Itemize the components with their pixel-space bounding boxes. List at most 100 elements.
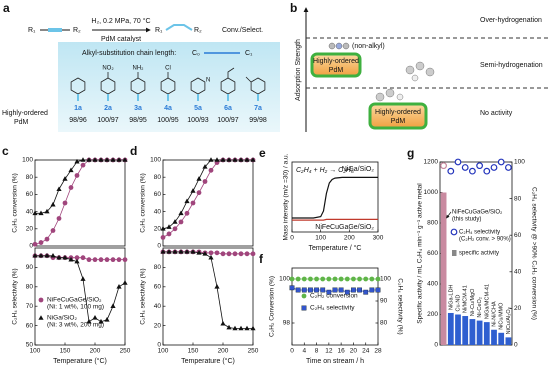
category-label: NiCu/MMO	[499, 302, 505, 330]
series-label: NiGa/SiO₂	[342, 166, 375, 173]
marker	[190, 249, 196, 254]
marker	[357, 287, 362, 293]
chain-c0: C₀	[192, 50, 200, 57]
marker	[244, 157, 250, 162]
x-label: Time on stream / h	[306, 358, 364, 365]
series-line	[292, 218, 378, 221]
plot-frame	[34, 159, 126, 247]
y-tick-label: 0	[157, 243, 161, 250]
marker	[32, 210, 38, 216]
marker	[196, 250, 202, 255]
x-label: Temperature / °C	[309, 244, 362, 252]
y2-label: C₂H₄ selectivity @ >90% C₂H₂ conversion …	[530, 187, 537, 320]
marker	[332, 276, 338, 282]
compound-id: 4a	[164, 105, 172, 112]
marker	[250, 325, 256, 331]
row-label: PdM	[14, 119, 29, 126]
legend-label: NiGa/SiO₂	[47, 315, 77, 322]
ring-atom: N	[206, 78, 210, 84]
marker	[351, 276, 356, 282]
y-tick-label: 0	[29, 243, 33, 250]
marker	[220, 320, 226, 326]
compound-result: 100/97	[97, 117, 119, 124]
compound-result: 100/93	[187, 117, 209, 124]
product-r1: R₁	[155, 27, 163, 34]
y-tick-label: 40	[26, 208, 34, 215]
marker	[110, 157, 116, 162]
x-tick-label: 100	[315, 235, 326, 242]
catalyst-block	[310, 52, 362, 78]
x-tick-label: 250	[120, 348, 131, 355]
marker	[202, 164, 208, 169]
marker	[214, 250, 220, 256]
marker	[232, 157, 238, 162]
panel-label: g	[407, 146, 414, 160]
marker	[250, 251, 256, 257]
y-label: C₂H₂ conversion (%)	[140, 173, 147, 233]
marker	[166, 224, 172, 229]
y-label: Adsorption Strength	[295, 39, 302, 101]
marker	[104, 316, 110, 322]
marker	[172, 219, 178, 224]
series-line	[163, 251, 253, 329]
bar	[447, 312, 454, 345]
marker	[98, 318, 104, 324]
x-tick-label: 16	[338, 348, 346, 355]
y-label: C₂H₂ conversion (%)	[12, 173, 19, 233]
marker	[38, 252, 44, 258]
x-tick-label: 0	[290, 348, 294, 355]
category-label: Ni-CeO₂	[477, 297, 483, 317]
marker	[497, 158, 505, 166]
marker	[308, 276, 313, 282]
annotation: NiFeCuGaGe/SiO₂	[452, 210, 503, 216]
series-line	[35, 255, 126, 323]
y2-tick-label: 80	[514, 195, 522, 202]
catalyst-label: Highly-ordered	[313, 58, 359, 65]
bar	[440, 192, 447, 345]
region: Over-hydrogenation	[480, 17, 542, 24]
marker	[326, 289, 332, 295]
reactant-r2: R₂	[73, 27, 81, 34]
marker	[301, 276, 307, 282]
marker	[301, 293, 307, 299]
marker	[351, 287, 356, 293]
y-tick-label: 80	[26, 284, 34, 291]
legend-label: C₂H₄ selectivity	[459, 230, 500, 236]
x-tick-label: 100	[158, 348, 169, 355]
marker	[172, 249, 178, 254]
marker	[38, 315, 44, 320]
catalyst-block	[368, 102, 428, 130]
y-label: C₂H₂ Conversion (%)	[269, 276, 276, 337]
marker	[50, 228, 56, 233]
bar	[491, 329, 497, 345]
x-tick-label: 24	[362, 348, 370, 355]
substituent: NO₂	[102, 66, 114, 72]
marker	[375, 276, 381, 282]
y-tick-label: 40	[154, 303, 162, 310]
marker	[226, 324, 232, 330]
y-tick-label: 80	[154, 264, 162, 271]
marker	[178, 210, 184, 216]
y-tick-label: 50	[26, 342, 34, 349]
series-line	[292, 176, 378, 219]
triple-bond	[48, 28, 62, 32]
marker	[295, 276, 301, 282]
y-tick-label: 100	[150, 157, 161, 164]
x-tick-label: 200	[344, 235, 355, 242]
y-tick-label: 20	[154, 322, 162, 329]
conditions: H₂, 0.2 MPa, 70 °C	[91, 17, 150, 25]
molecule-cartoon	[375, 61, 435, 102]
marker	[44, 252, 50, 258]
compound-result: 100/95	[157, 117, 179, 124]
marker	[369, 287, 375, 293]
marker	[116, 257, 122, 263]
marker	[461, 164, 469, 171]
marker	[295, 287, 301, 293]
y-label: C₂H₄ selectivity (%)	[140, 268, 147, 324]
marker	[50, 201, 56, 207]
marker	[56, 254, 62, 260]
marker	[208, 157, 214, 162]
marker	[160, 235, 166, 240]
legend-swatch	[452, 250, 457, 256]
